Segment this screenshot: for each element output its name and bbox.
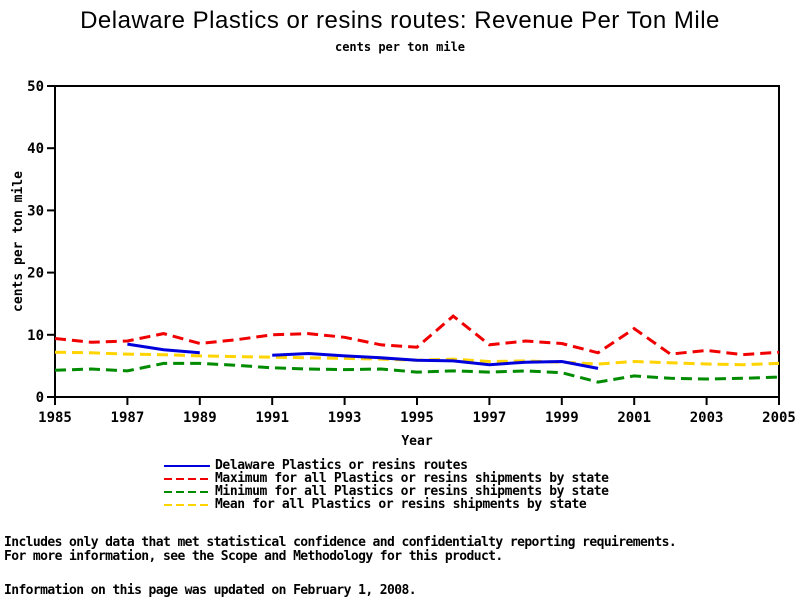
x-tick-label: 1985: [38, 410, 72, 426]
series-line-0: [272, 351, 599, 370]
y-tick-label: 40: [27, 141, 44, 157]
chart-subtitle: cents per ton mile: [334, 40, 466, 54]
legend-line-sample-dashed: [164, 477, 210, 480]
series-line-1: [54, 314, 780, 357]
legend-line-sample-dashed: [164, 490, 210, 493]
y-tick-label: 20: [27, 266, 44, 282]
y-tick-label: 10: [27, 328, 44, 344]
y-tick-label: 0: [36, 390, 44, 406]
legend-item-delaware: Delaware Plastics or resins routes: [164, 458, 609, 473]
x-tick-label: 1989: [183, 410, 217, 426]
note-line-1: Includes only data that met statistical …: [4, 535, 677, 550]
y-axis-title: cents per ton mile: [11, 171, 26, 312]
note-line-2: For more information, see the Scope and …: [4, 548, 503, 564]
legend-label: Delaware Plastics or resins routes: [215, 458, 468, 473]
series-line-2: [54, 361, 780, 384]
x-tick-label: 1997: [473, 410, 507, 426]
x-tick-label: 1995: [400, 410, 434, 426]
series-line-0: [127, 342, 200, 355]
last-updated-note: Information on this page was updated on …: [4, 583, 417, 598]
x-tick-label: 2003: [690, 410, 724, 426]
legend-label: Minimum for all Plastics or resins shipm…: [215, 484, 609, 499]
y-tick-label: 30: [27, 203, 44, 219]
x-tick-label: 2001: [617, 410, 651, 426]
x-tick-label: 1987: [111, 410, 145, 426]
x-axis-title: Year: [401, 434, 432, 449]
y-tick-label: 50: [27, 79, 44, 95]
legend-line-sample-solid: [164, 464, 210, 467]
line-chart: 0 10 20 30 40 50 1985 1987 1989 1991 1993 1995 1997 1…: [11, 79, 796, 449]
chart-legend: Delaware Plastics or resins routes Maxim…: [164, 458, 609, 512]
x-tick-label: 2005: [762, 410, 796, 426]
legend-item-mean: Mean for all Plastics or resins shipment…: [164, 497, 609, 512]
x-tick-label: 1999: [545, 410, 579, 426]
chart-title: Delaware Plastics or resins routes: Reve…: [80, 7, 720, 34]
x-tick-label: 1991: [255, 410, 289, 426]
legend-label: Mean for all Plastics or resins shipment…: [215, 497, 587, 512]
legend-item-maximum: Maximum for all Plastics or resins shipm…: [164, 471, 609, 486]
x-tick-label: 1993: [328, 410, 362, 426]
legend-label: Maximum for all Plastics or resins shipm…: [215, 471, 609, 486]
legend-item-minimum: Minimum for all Plastics or resins shipm…: [164, 484, 609, 499]
legend-line-sample-dashed: [164, 503, 210, 506]
confidentiality-note: Includes only data that met statistical …: [4, 536, 796, 563]
